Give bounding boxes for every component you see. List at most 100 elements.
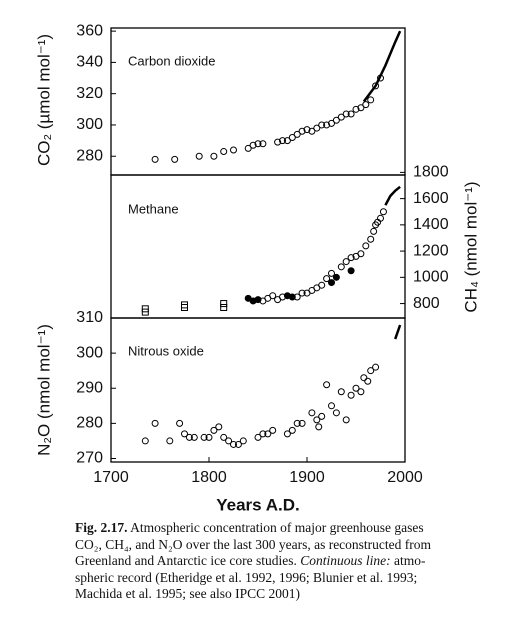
marker bbox=[332, 116, 340, 124]
marker bbox=[360, 374, 368, 382]
x-tick-label: 1700 bbox=[93, 469, 129, 486]
marker bbox=[367, 367, 375, 375]
caption-line: Machida et al. 1995; see also IPCC 2001) bbox=[75, 586, 505, 603]
marker bbox=[342, 416, 350, 424]
marker bbox=[372, 82, 380, 90]
panel-frame bbox=[110, 317, 406, 463]
y-axis-label: N₂O (nmol mol⁻¹) bbox=[34, 324, 53, 456]
marker bbox=[347, 254, 355, 262]
marker bbox=[234, 440, 242, 448]
marker bbox=[352, 384, 360, 392]
marker bbox=[357, 388, 365, 396]
record-line bbox=[394, 324, 402, 340]
marker bbox=[328, 279, 335, 287]
y-axis-label: CO₂ (µmol mol⁻¹) bbox=[34, 34, 53, 166]
y-tick-label: 320 bbox=[76, 85, 103, 102]
marker bbox=[332, 273, 340, 281]
caption-text: Atmospheric concentration of major green… bbox=[130, 520, 424, 535]
marker bbox=[337, 388, 345, 396]
y-tick-label: 300 bbox=[76, 344, 103, 361]
marker bbox=[303, 126, 311, 134]
record-line bbox=[362, 30, 402, 103]
marker bbox=[166, 437, 174, 445]
marker bbox=[141, 437, 149, 445]
marker bbox=[347, 391, 355, 399]
marker bbox=[362, 242, 370, 250]
marker bbox=[283, 430, 291, 438]
y-tick-label: 340 bbox=[76, 54, 103, 71]
y-tick-label: 280 bbox=[76, 415, 103, 432]
marker bbox=[254, 140, 262, 148]
y-tick-label: 360 bbox=[76, 22, 103, 39]
marker bbox=[364, 377, 372, 385]
caption-text: CO₂, CH₄, and N₂O over the last 300 year… bbox=[75, 536, 432, 552]
marker bbox=[328, 269, 335, 277]
marker bbox=[215, 423, 223, 431]
y-tick-label: 270 bbox=[76, 450, 103, 467]
y-tick-label: 1200 bbox=[413, 242, 449, 259]
marker bbox=[298, 419, 306, 427]
marker bbox=[230, 440, 237, 448]
y-tick-label: 1400 bbox=[413, 216, 449, 233]
marker bbox=[318, 281, 326, 289]
marker bbox=[323, 381, 331, 389]
marker bbox=[176, 419, 184, 427]
marker bbox=[293, 293, 301, 301]
marker bbox=[315, 423, 323, 431]
marker bbox=[288, 293, 296, 301]
caption-label: Fig. 2.17. bbox=[75, 520, 128, 535]
marker bbox=[249, 141, 257, 149]
y-tick-label: 1600 bbox=[413, 190, 449, 207]
marker bbox=[370, 227, 378, 235]
marker bbox=[298, 289, 306, 297]
y-tick-label: 290 bbox=[76, 379, 103, 396]
marker bbox=[332, 409, 340, 417]
marker bbox=[308, 409, 316, 417]
marker bbox=[269, 292, 277, 300]
y-tick-label: 300 bbox=[76, 116, 103, 133]
marker bbox=[372, 363, 380, 371]
marker bbox=[220, 433, 228, 441]
marker bbox=[347, 110, 355, 118]
record-line bbox=[384, 185, 401, 206]
marker bbox=[313, 416, 321, 424]
marker bbox=[205, 433, 213, 441]
marker bbox=[337, 113, 345, 121]
marker bbox=[379, 208, 387, 216]
y-tick-label: 1000 bbox=[413, 269, 449, 286]
marker bbox=[293, 130, 301, 138]
marker bbox=[342, 258, 350, 266]
panel-label: Carbon dioxide bbox=[128, 53, 215, 68]
marker bbox=[279, 137, 286, 145]
marker bbox=[313, 124, 321, 132]
marker bbox=[342, 110, 350, 118]
y-tick-label: 310 bbox=[76, 309, 103, 326]
marker bbox=[225, 437, 233, 445]
marker bbox=[347, 267, 355, 275]
marker bbox=[259, 140, 267, 148]
marker bbox=[141, 305, 149, 313]
marker bbox=[352, 105, 360, 113]
panel-label: Nitrous oxide bbox=[128, 343, 204, 358]
marker bbox=[337, 263, 345, 271]
marker bbox=[308, 127, 316, 135]
marker bbox=[367, 235, 375, 243]
marker bbox=[200, 433, 208, 441]
caption-text: atmo- bbox=[394, 553, 426, 568]
caption: Fig. 2.17. Atmospheric concentration of … bbox=[75, 520, 505, 603]
marker bbox=[298, 127, 306, 135]
marker bbox=[195, 152, 203, 160]
y-tick-label: 1800 bbox=[413, 164, 449, 181]
x-tick-label: 1800 bbox=[191, 469, 227, 486]
marker bbox=[367, 96, 375, 104]
marker bbox=[274, 138, 282, 146]
panel-frame bbox=[110, 27, 406, 176]
marker bbox=[323, 121, 331, 129]
marker bbox=[151, 419, 159, 427]
caption-line: spheric record (Etheridge et al. 1992, 1… bbox=[75, 570, 505, 587]
x-axis-label: Years A.D. bbox=[216, 495, 299, 514]
marker bbox=[259, 430, 267, 438]
marker bbox=[328, 119, 335, 127]
marker bbox=[283, 137, 291, 145]
x-tick-label: 2000 bbox=[387, 469, 423, 486]
